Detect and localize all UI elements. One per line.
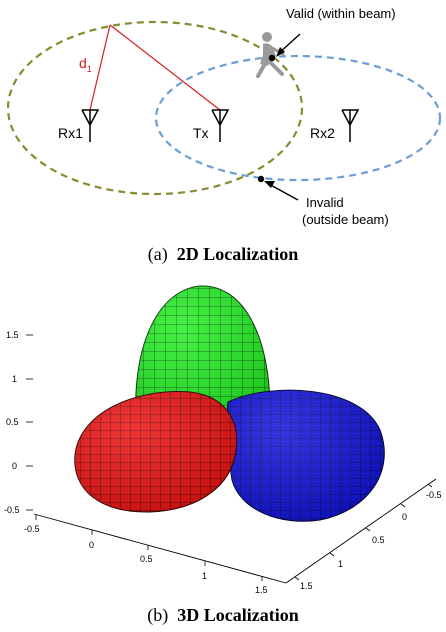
y-tick-label: 1 (338, 559, 343, 569)
y-tick-label: 0 (402, 512, 407, 522)
invalid-label-line2: (outside beam) (302, 212, 389, 227)
x-tick-label: 0 (89, 540, 94, 550)
z-tick-label: -0.5 (4, 505, 20, 515)
left-lobe-red (74, 391, 238, 513)
caption-2d: (a) 2D Localization (0, 244, 446, 265)
panel-2d-localization: d1 Rx1 Tx Rx2 Valid (w (0, 0, 446, 270)
plot-3d: 1.5 1 0.5 0 -0.5 -0.5 0 0.5 1 1 (4, 285, 442, 595)
distance-label: d1 (79, 55, 92, 74)
rx2-label: Rx2 (310, 125, 335, 141)
y-axis: 1.5 1 0.5 0 -0.5 (294, 483, 442, 591)
z-axis: 1.5 1 0.5 0 -0.5 (4, 330, 33, 515)
z-tick-label: 1.5 (6, 330, 19, 340)
antenna-rx1-icon (81, 109, 100, 142)
caption-3d-title: 3D Localization (177, 605, 299, 625)
diagram-2d: d1 Rx1 Tx Rx2 Valid (w (6, 6, 442, 227)
caption-3d-prefix: (b) (147, 605, 169, 625)
y-tick-label: 1.5 (300, 581, 313, 591)
caption-2d-prefix: (a) (147, 244, 168, 264)
invalid-arrowhead-icon (264, 181, 275, 188)
caption-3d: (b) 3D Localization (0, 605, 446, 626)
z-tick-label: 1 (12, 374, 17, 384)
caption-2d-title: 2D Localization (176, 244, 299, 264)
panel-3d-localization: 1.5 1 0.5 0 -0.5 -0.5 0 0.5 1 1 (0, 270, 446, 632)
rx-ellipse (6, 20, 304, 196)
valid-label: Valid (within beam) (286, 6, 396, 21)
x-tick-label: 0.5 (140, 554, 153, 564)
tx-beam-ellipse (154, 54, 442, 182)
x-tick-label: -0.5 (24, 524, 40, 534)
z-tick-label: 0.5 (6, 417, 19, 427)
distance-line-tx (109, 24, 221, 111)
base-axes (33, 478, 437, 584)
antenna-rx2-icon (341, 109, 360, 142)
valid-arrowhead-icon (276, 47, 285, 57)
antenna-tx-icon (211, 109, 230, 142)
y-tick-label: 0.5 (372, 535, 385, 545)
valid-point (268, 54, 276, 62)
person-icon (256, 32, 285, 78)
right-lobe-blue (226, 389, 385, 522)
y-tick-label: -0.5 (426, 490, 442, 500)
x-tick-label: 1.5 (255, 585, 268, 595)
x-tick-label: 1 (202, 571, 207, 581)
z-tick-label: 0 (12, 461, 17, 471)
invalid-label-line1: Invalid (306, 195, 344, 210)
invalid-point (257, 175, 265, 183)
tx-label: Tx (193, 125, 209, 141)
x-axis: -0.5 0 0.5 1 1.5 (24, 515, 268, 595)
rx1-label: Rx1 (58, 125, 83, 141)
distance-line-d1 (89, 24, 111, 111)
